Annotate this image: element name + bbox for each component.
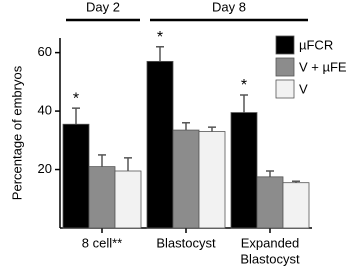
group-label: Day 2 (86, 0, 120, 14)
legend-swatch (275, 57, 295, 77)
y-axis-label: Percentage of embryos (9, 65, 24, 200)
bar (198, 131, 226, 229)
significance-marker: * (157, 29, 163, 46)
bar (88, 166, 116, 229)
legend-label: µFCR (299, 37, 333, 52)
y-tick-label: 40 (38, 103, 52, 118)
y-tick-label: 60 (38, 44, 52, 59)
group-label: Day 8 (212, 0, 246, 14)
x-tick-label: 8 cell** (82, 235, 122, 250)
bar (256, 176, 284, 229)
legend-label: V (299, 81, 308, 96)
bar (282, 182, 310, 229)
x-tick-label: Expanded (241, 235, 300, 250)
bar (172, 129, 200, 229)
bar (230, 112, 258, 229)
legend-swatch (275, 79, 295, 99)
significance-marker: * (73, 90, 79, 107)
legend-swatch (275, 35, 295, 55)
bar (62, 123, 90, 229)
x-tick-label: Blastocyst (240, 251, 300, 266)
bar (146, 60, 174, 229)
legend-label: V + µFE (299, 59, 347, 74)
x-tick-label: Blastocyst (156, 235, 216, 250)
bar (114, 170, 142, 229)
y-tick-label: 20 (38, 161, 52, 176)
significance-marker: * (241, 77, 247, 94)
